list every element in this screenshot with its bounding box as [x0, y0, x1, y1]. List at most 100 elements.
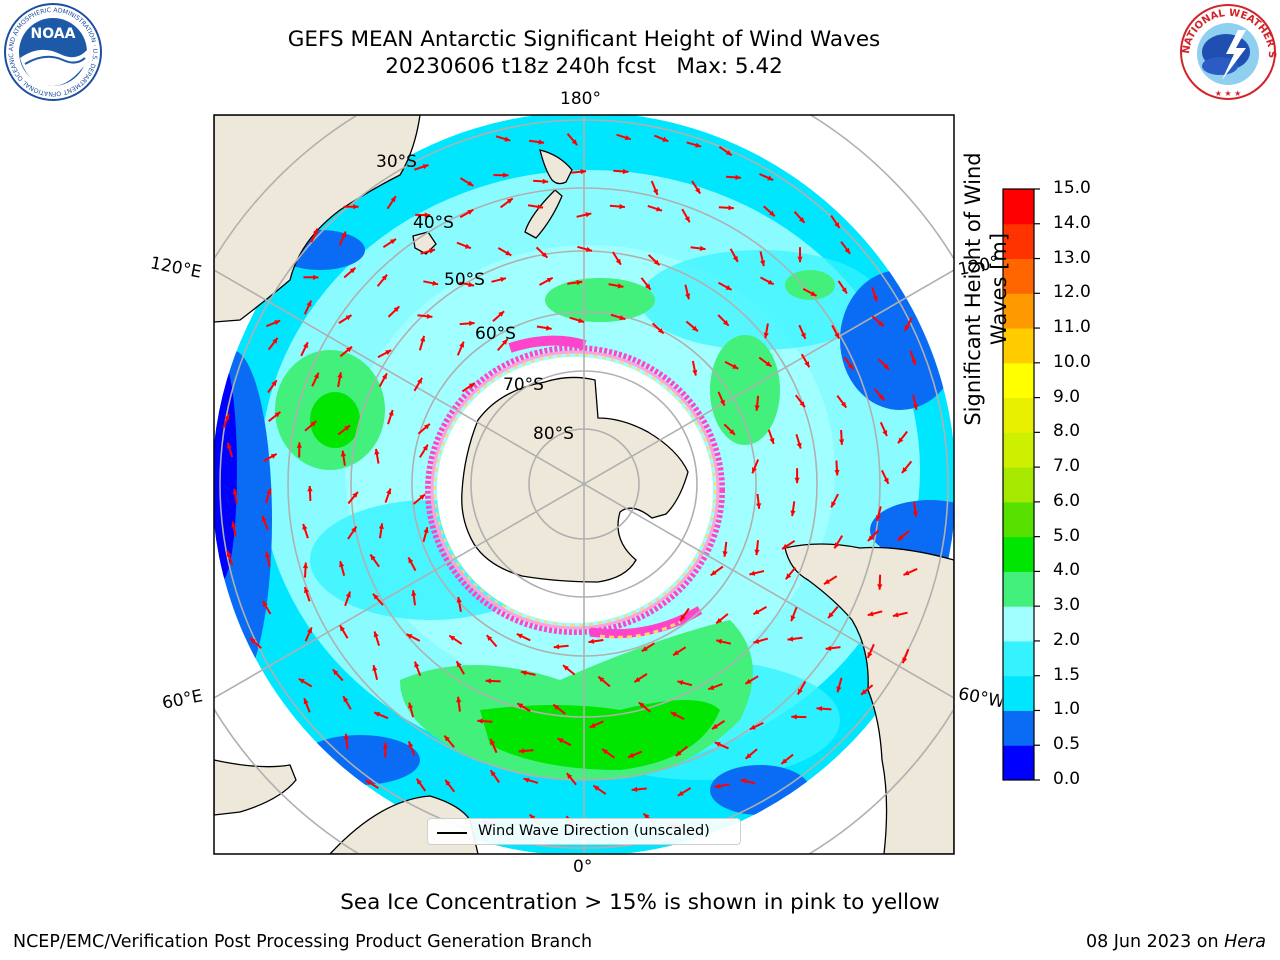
wave-direction-arrowhead: [346, 346, 352, 353]
wave-direction-arrowhead: [270, 453, 277, 459]
wave-direction-arrowhead: [444, 735, 450, 742]
wave-direction-arrowhead: [576, 279, 583, 286]
wave-direction-arrowhead: [622, 168, 629, 175]
wave-direction-arrowhead: [504, 136, 511, 142]
wave-direction-arrowhead: [520, 670, 527, 676]
wave-direction-arrowhead: [339, 561, 345, 568]
wave-direction-arrowhead: [529, 814, 536, 821]
wave-direction-arrowhead: [542, 178, 549, 184]
wave-direction-arrowhead: [753, 638, 760, 644]
wave-direction-arrowhead: [349, 267, 356, 274]
parallel-label-40s: 40°S: [413, 213, 454, 233]
wave-direction-arrowhead: [563, 665, 569, 671]
wave-direction-arrowhead: [406, 634, 413, 639]
wave-direction-arrowhead: [485, 678, 492, 684]
legend-label: Wind Wave Direction (unscaled): [478, 823, 710, 839]
wave-direction-arrowhead: [675, 750, 682, 756]
wave-direction-arrowhead: [670, 712, 677, 718]
wave-direction-arrowhead: [589, 722, 596, 728]
wave-direction-arrowhead: [373, 593, 379, 600]
wave-direction-arrowhead: [714, 783, 721, 789]
wave-direction-arrowhead: [419, 494, 426, 500]
wave-direction-arrowhead: [631, 786, 638, 792]
wave-direction-arrowhead: [352, 491, 358, 498]
nws-logo: NATIONAL WEATHER SERVICE ★ ★ ★: [1176, 0, 1277, 100]
wave-direction-arrowhead: [467, 180, 474, 186]
colorbar-tick-label: 8.0: [1053, 421, 1081, 442]
wave-direction-arrowhead: [692, 325, 698, 332]
wave-direction-arrowhead: [426, 313, 433, 319]
wave-direction-arrowhead: [796, 442, 802, 449]
wave-direction-arrowhead: [728, 205, 734, 211]
wave-direction-arrowhead: [390, 239, 396, 245]
wave-direction-arrowhead: [417, 377, 423, 384]
wave-direction-arrowhead: [749, 570, 756, 576]
wave-direction-arrowhead: [834, 469, 840, 476]
wave-direction-arrowhead: [754, 549, 760, 556]
wave-direction-arrowhead: [799, 401, 805, 408]
wave-direction-arrowhead: [445, 779, 451, 786]
wave-direction-arrowhead: [708, 685, 715, 690]
wave-direction-arrowhead: [848, 363, 854, 370]
wave-direction-arrowhead: [902, 657, 908, 664]
wave-direction-arrowhead: [729, 429, 735, 435]
wave-direction-arrowhead: [710, 570, 717, 576]
wave-direction-arrowhead: [408, 741, 414, 748]
wave-direction-arrowhead: [602, 749, 608, 755]
wave-direction-arrowhead: [867, 652, 873, 658]
wave-direction-arrowhead: [272, 337, 278, 344]
wave-direction-arrowhead: [841, 287, 847, 294]
wave-direction-arrowhead: [537, 204, 543, 210]
wave-direction-arrowhead: [901, 467, 908, 473]
colorbar-tick-label: 9.0: [1053, 386, 1081, 407]
wave-direction-arrowhead: [725, 285, 732, 290]
wave-direction-arrowhead: [304, 587, 309, 594]
parallel-label-70s: 70°S: [503, 375, 544, 395]
wave-direction-arrowhead: [313, 274, 319, 280]
wave-direction-arrowhead: [469, 320, 475, 326]
wave-direction-arrowhead: [312, 228, 318, 235]
wave-direction-arrowhead: [340, 450, 346, 457]
wave-direction-arrowhead: [271, 380, 277, 387]
parallel-label-50s: 50°S: [444, 270, 485, 290]
wave-direction-arrowhead: [232, 488, 238, 495]
wave-direction-arrowhead: [416, 778, 422, 785]
wave-direction-arrowhead: [422, 444, 428, 451]
colorbar-tick-label: 4.0: [1053, 560, 1081, 581]
antarctica: [461, 376, 689, 583]
wave-direction-arrowhead: [546, 325, 552, 331]
colorbar-tick-label: 0.0: [1053, 769, 1081, 789]
wave-direction-arrowhead: [787, 636, 794, 642]
wave-direction-arrowhead: [834, 332, 840, 339]
wave-direction-arrowhead: [351, 526, 357, 533]
parallel-label-60s: 60°S: [475, 324, 516, 344]
wave-direction-arrowhead: [745, 678, 752, 684]
wave-direction-arrowhead: [791, 714, 797, 720]
wave-direction-arrowhead: [393, 306, 400, 313]
wave-direction-arrowhead: [769, 210, 775, 217]
colorbar-label: Significant Height of Wind Waves [m]: [961, 152, 1011, 426]
wave-direction-arrowhead: [423, 527, 429, 534]
wave-direction-arrowhead: [712, 723, 718, 730]
wave-direction-arrowhead: [797, 256, 803, 263]
meridian-label-0: 0°: [573, 857, 593, 877]
wave-direction-arrowhead: [303, 342, 308, 349]
colorbar-tick-label: 14.0: [1053, 212, 1091, 233]
wave-direction-arrowhead: [365, 780, 372, 786]
wave-direction-arrowhead: [503, 172, 509, 178]
sea-ice-fringe: [425, 335, 725, 639]
wave-direction-arrowhead: [875, 515, 881, 521]
wave-direction-arrowhead: [340, 625, 345, 632]
wave-direction-arrowhead: [373, 631, 379, 638]
wave-direction-arrowhead: [468, 383, 475, 389]
wave-direction-arrowhead: [749, 724, 756, 730]
wave-direction-arrowhead: [553, 644, 560, 650]
wave-direction-arrowhead: [498, 311, 505, 317]
wave-direction-arrowhead: [790, 510, 796, 517]
wave-direction-arrowhead: [638, 702, 645, 708]
wave-direction-arrowhead: [500, 277, 506, 282]
wave-direction-arrowhead: [541, 252, 548, 258]
wave-direction-arrowhead: [725, 150, 732, 156]
wave-direction-arrowhead: [836, 686, 842, 693]
wave-direction-arrowhead: [226, 550, 232, 557]
